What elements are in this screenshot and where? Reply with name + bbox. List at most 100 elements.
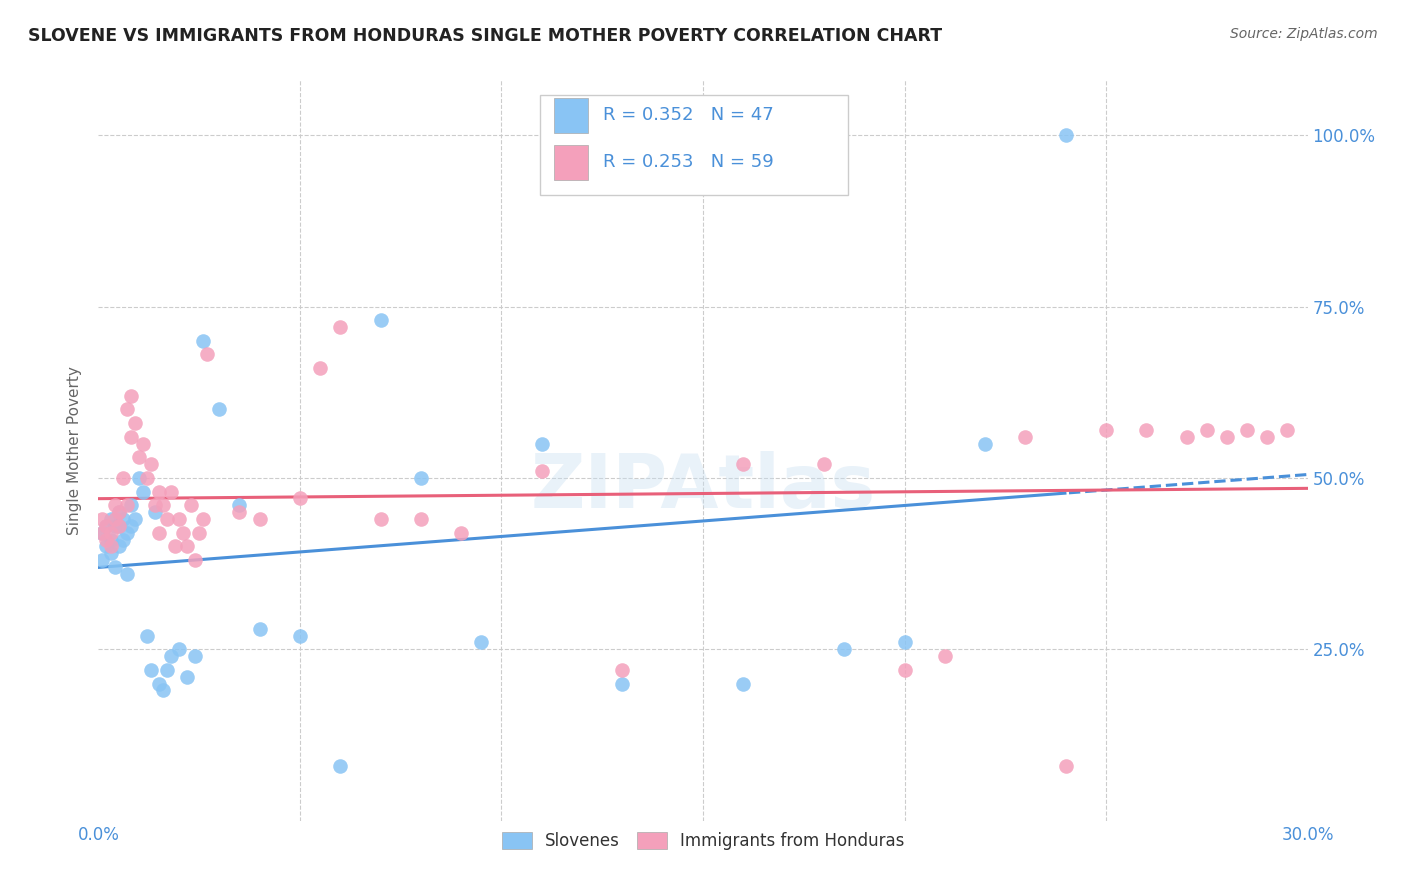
Point	[111, 533, 134, 547]
Point	[228, 498, 250, 512]
Point	[115, 566, 138, 581]
Point	[176, 670, 198, 684]
Point	[115, 498, 138, 512]
Point	[1256, 430, 1278, 444]
Point	[893, 663, 915, 677]
Point	[193, 334, 215, 348]
Point	[160, 484, 183, 499]
FancyBboxPatch shape	[554, 145, 588, 180]
Point	[167, 642, 190, 657]
Point	[1195, 423, 1218, 437]
Point	[409, 512, 432, 526]
Point	[111, 471, 134, 485]
FancyBboxPatch shape	[540, 95, 848, 195]
Point	[148, 484, 170, 499]
Point	[100, 533, 122, 547]
Point	[120, 498, 142, 512]
Text: Source: ZipAtlas.com: Source: ZipAtlas.com	[1230, 27, 1378, 41]
Point	[184, 649, 207, 664]
Point	[111, 512, 134, 526]
Point	[163, 540, 186, 554]
Text: SLOVENE VS IMMIGRANTS FROM HONDURAS SINGLE MOTHER POVERTY CORRELATION CHART: SLOVENE VS IMMIGRANTS FROM HONDURAS SING…	[28, 27, 942, 45]
Point	[120, 519, 142, 533]
Point	[309, 361, 332, 376]
Point	[934, 649, 956, 664]
Legend: Slovenes, Immigrants from Honduras: Slovenes, Immigrants from Honduras	[495, 825, 911, 856]
Point	[135, 628, 157, 642]
Point	[103, 498, 125, 512]
Point	[103, 519, 125, 533]
Point	[152, 683, 174, 698]
Point	[733, 457, 755, 471]
Point	[249, 622, 271, 636]
Point	[143, 498, 166, 512]
Point	[115, 402, 138, 417]
Point	[329, 320, 352, 334]
Point	[107, 505, 129, 519]
Point	[208, 402, 231, 417]
Point	[152, 498, 174, 512]
Point	[172, 525, 194, 540]
Point	[1054, 759, 1077, 773]
Point	[91, 525, 114, 540]
Point	[91, 512, 114, 526]
Point	[188, 525, 211, 540]
Point	[530, 464, 553, 478]
Point	[132, 436, 155, 450]
Point	[124, 512, 146, 526]
Point	[450, 525, 472, 540]
Point	[100, 540, 122, 554]
Point	[91, 525, 114, 540]
Point	[1216, 430, 1239, 444]
Point	[1054, 128, 1077, 142]
Point	[184, 553, 207, 567]
Point	[470, 635, 492, 649]
Point	[156, 663, 179, 677]
Point	[167, 512, 190, 526]
Point	[288, 628, 311, 642]
Point	[156, 512, 179, 526]
Point	[288, 491, 311, 506]
Point	[160, 649, 183, 664]
Point	[96, 519, 118, 533]
Point	[96, 533, 118, 547]
Point	[530, 436, 553, 450]
Point	[832, 642, 855, 657]
Point	[228, 505, 250, 519]
Point	[1277, 423, 1299, 437]
Y-axis label: Single Mother Poverty: Single Mother Poverty	[67, 366, 83, 535]
Point	[180, 498, 202, 512]
Point	[329, 759, 352, 773]
Point	[91, 553, 114, 567]
Point	[612, 663, 634, 677]
Point	[1135, 423, 1157, 437]
Point	[148, 525, 170, 540]
Point	[96, 519, 118, 533]
Point	[100, 525, 122, 540]
Point	[128, 450, 150, 465]
Point	[107, 540, 129, 554]
Point	[139, 663, 162, 677]
Point	[733, 676, 755, 690]
Point	[193, 512, 215, 526]
Point	[1175, 430, 1198, 444]
Text: R = 0.253   N = 59: R = 0.253 N = 59	[603, 153, 773, 171]
Text: R = 0.352   N = 47: R = 0.352 N = 47	[603, 106, 773, 124]
Point	[974, 436, 997, 450]
Point	[370, 313, 392, 327]
Point	[370, 512, 392, 526]
Point	[1236, 423, 1258, 437]
Point	[612, 676, 634, 690]
Point	[143, 505, 166, 519]
Point	[100, 546, 122, 560]
Point	[148, 676, 170, 690]
Point	[893, 635, 915, 649]
Point	[103, 560, 125, 574]
Point	[107, 519, 129, 533]
Point	[195, 347, 218, 361]
Text: ZIPAtlas: ZIPAtlas	[530, 451, 876, 524]
Point	[103, 512, 125, 526]
Point	[813, 457, 835, 471]
FancyBboxPatch shape	[554, 97, 588, 133]
Point	[1095, 423, 1118, 437]
